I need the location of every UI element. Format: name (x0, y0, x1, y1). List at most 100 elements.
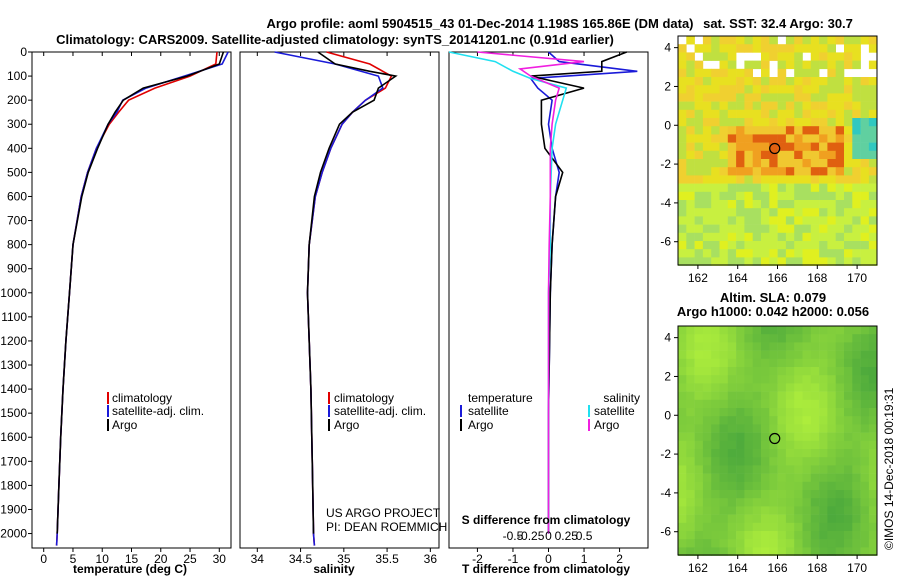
sst-cell (752, 44, 762, 53)
sla-cell (736, 473, 745, 483)
sst-cell (802, 77, 812, 86)
sst-cell (711, 167, 720, 176)
sla-cell (777, 531, 787, 540)
sla-cell (694, 375, 704, 384)
map-x-label: 166 (767, 271, 787, 285)
sst-cell (819, 93, 828, 102)
sst-cell (835, 85, 845, 94)
sst-cell (761, 257, 770, 266)
sla-cell (736, 358, 745, 368)
sla-cell (852, 334, 861, 343)
sla-cell (777, 383, 787, 392)
sla-cell (686, 375, 695, 384)
sst-cell (761, 175, 770, 184)
sst-cell (678, 134, 687, 143)
sla-cell (702, 342, 712, 351)
sst-cell (785, 175, 795, 184)
sst-cell (678, 109, 687, 119)
sst-cell (785, 159, 795, 168)
sla-cell (852, 440, 861, 450)
sla-cell (752, 473, 762, 483)
sst-cell (752, 134, 762, 143)
sla-cell (810, 506, 820, 515)
sla-cell (736, 326, 745, 335)
sla-cell (802, 358, 812, 368)
sst-cell (769, 134, 778, 143)
sla-cell (769, 326, 778, 335)
sla-cell (868, 424, 878, 433)
sst-cell (736, 68, 745, 78)
sla-cell (702, 399, 712, 409)
sla-cell (794, 473, 803, 483)
sst-cell (794, 142, 803, 152)
map-x-label: 168 (807, 271, 827, 285)
sla-cell (810, 334, 820, 343)
sst-cell (860, 126, 870, 135)
sla-map-ticks: 162 164 166 168 170 4 2 0 -2 -4 -6 (660, 331, 867, 575)
sst-cell (694, 118, 704, 127)
sst-cell (868, 249, 878, 258)
sla-cell (852, 432, 861, 442)
depth-tick-label: 900 (7, 262, 27, 276)
sla-cell (860, 367, 870, 376)
sst-cell (719, 232, 729, 242)
sla-cell (868, 326, 878, 335)
sst-cell (802, 167, 812, 176)
sst-cell (719, 85, 729, 94)
sst-cell (678, 77, 687, 86)
map-x-label: 162 (688, 271, 708, 285)
sst-cell (686, 183, 695, 193)
sla-cell (794, 490, 803, 499)
sst-cell (802, 216, 812, 225)
sla-cell (711, 416, 720, 425)
sla-cell (678, 391, 687, 401)
sla-cell (694, 350, 704, 360)
sla-cell (802, 490, 812, 499)
sla-cell (711, 383, 720, 392)
sst-cell (777, 68, 787, 78)
sst-cell (852, 85, 861, 94)
sst-cell (702, 52, 712, 61)
sla-cell (678, 490, 687, 499)
sla-cell (727, 531, 737, 540)
sst-cell (686, 208, 695, 217)
sst-cell (785, 134, 795, 143)
sla-cell (835, 424, 845, 433)
sst-cell (802, 150, 812, 160)
sst-cell (785, 126, 795, 135)
sla-cell (727, 375, 737, 384)
sst-cell (694, 249, 704, 258)
sst-cell (794, 208, 803, 217)
sst-cell (719, 77, 729, 86)
sla-cell (785, 334, 795, 343)
sla-cell (727, 432, 737, 442)
sst-cell (868, 142, 878, 152)
sla-cell (727, 342, 737, 351)
sst-cell (827, 257, 836, 266)
sst-cell (752, 101, 762, 111)
sst-cell (802, 36, 812, 45)
sst-cell (810, 44, 820, 53)
credit-project: US ARGO PROJECT (326, 506, 441, 520)
sla-cell (694, 391, 704, 401)
sla-cell (752, 506, 762, 515)
sst-cell (844, 249, 853, 258)
sla-cell (702, 424, 712, 433)
sst-cell (860, 150, 870, 160)
depth-tick-label: 200 (7, 93, 27, 107)
sla-cell (835, 531, 845, 540)
sst-cell (686, 167, 695, 176)
sst-cell (711, 126, 720, 135)
sst-cell (719, 191, 729, 201)
sst-cell (810, 175, 820, 184)
sst-cell (852, 134, 861, 143)
sla-cell (868, 342, 878, 351)
sst-cell (777, 134, 787, 143)
sst-cell (835, 126, 845, 135)
sla-cell (761, 481, 770, 491)
sla-cell (678, 350, 687, 360)
sst-cell (810, 150, 820, 160)
sla-cell (819, 391, 828, 401)
sst-cell (727, 208, 737, 217)
sla-cell (819, 490, 828, 499)
